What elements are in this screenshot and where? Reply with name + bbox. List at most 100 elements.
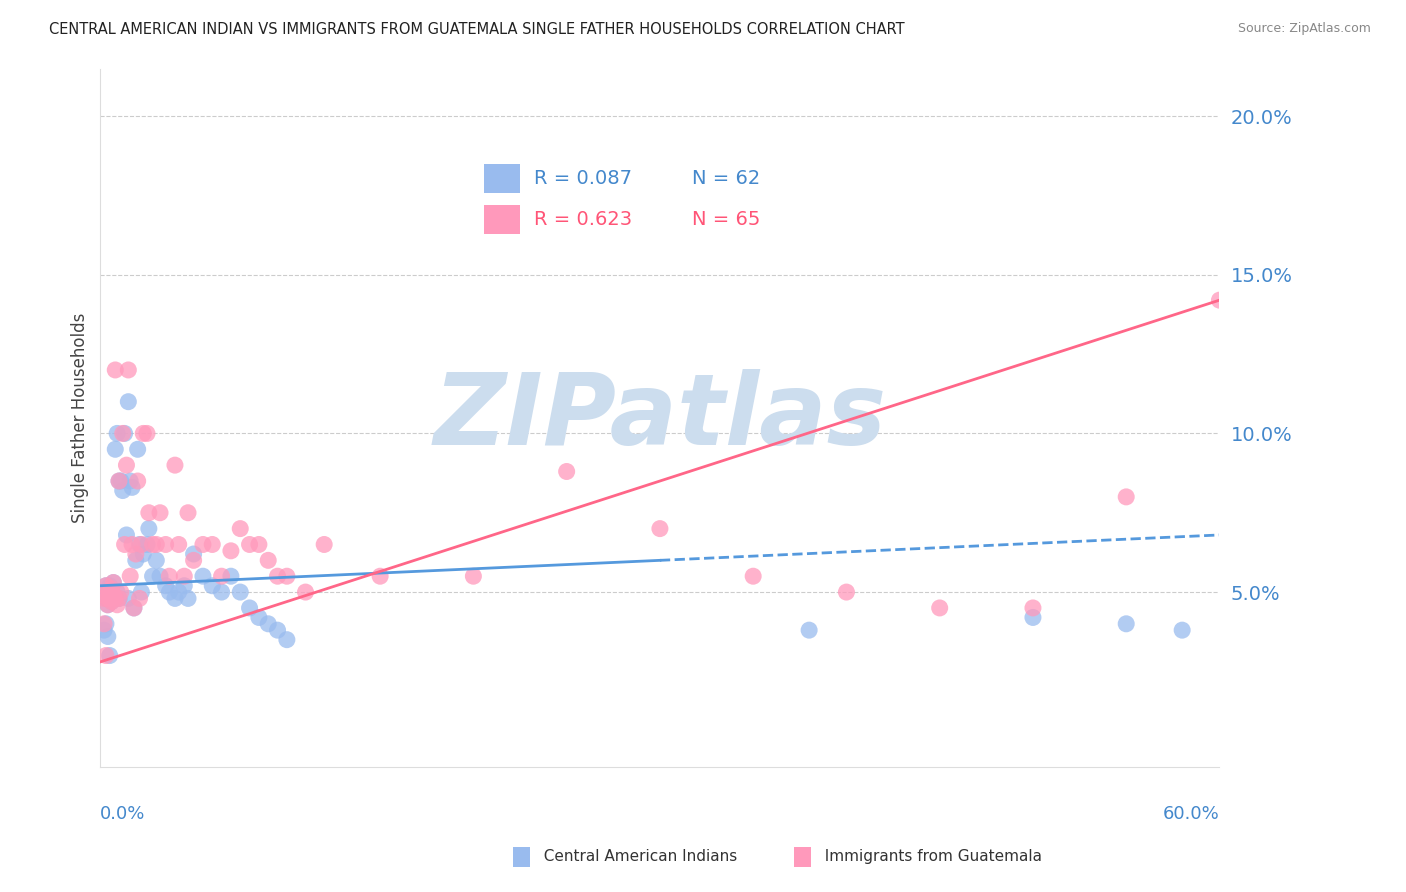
Point: [127, 474, 149, 488]
Point: [94, 579, 117, 593]
Point: [122, 601, 145, 615]
Text: ZIPatlas: ZIPatlas: [433, 369, 886, 466]
Point: [104, 363, 127, 377]
Point: [93, 591, 115, 606]
Point: [105, 585, 128, 599]
Point: [835, 585, 858, 599]
Point: [100, 594, 122, 608]
Point: [100, 594, 122, 608]
Point: [163, 591, 186, 606]
Point: [94, 585, 117, 599]
Text: 0.0%: 0.0%: [100, 805, 146, 823]
Point: [131, 537, 153, 551]
Point: [201, 579, 224, 593]
Point: [797, 623, 820, 637]
Point: [108, 591, 131, 606]
Point: [183, 547, 205, 561]
Point: [1022, 610, 1045, 624]
Point: [128, 591, 150, 606]
Point: [247, 610, 270, 624]
Point: [104, 442, 127, 457]
Point: [138, 506, 160, 520]
Point: [257, 553, 280, 567]
Point: [211, 585, 233, 599]
Point: [1022, 601, 1045, 615]
Point: [149, 569, 172, 583]
Point: [145, 553, 167, 567]
Point: [145, 537, 167, 551]
Point: [110, 474, 132, 488]
Point: [183, 553, 205, 567]
Point: [239, 601, 262, 615]
Point: [211, 569, 233, 583]
Point: [94, 616, 117, 631]
Point: [219, 569, 242, 583]
Point: [742, 569, 765, 583]
Point: [136, 537, 159, 551]
Point: [167, 537, 190, 551]
Point: [97, 630, 120, 644]
Point: [368, 569, 391, 583]
Point: [110, 585, 132, 599]
Point: [201, 537, 224, 551]
Point: [1171, 623, 1194, 637]
Point: [155, 537, 177, 551]
Point: [928, 601, 950, 615]
Point: [1115, 490, 1137, 504]
Point: [104, 591, 127, 606]
Point: [191, 569, 214, 583]
Point: [103, 588, 125, 602]
Point: [132, 426, 155, 441]
Point: [108, 591, 131, 606]
Point: [105, 426, 128, 441]
Point: [131, 585, 153, 599]
Point: [157, 569, 180, 583]
Point: [98, 591, 121, 606]
Point: [122, 601, 145, 615]
Text: 60.0%: 60.0%: [1163, 805, 1219, 823]
Point: [266, 569, 288, 583]
Point: [173, 579, 195, 593]
Point: [163, 458, 186, 472]
Point: [149, 506, 172, 520]
Point: [142, 537, 165, 551]
Point: [257, 616, 280, 631]
Point: [167, 585, 190, 599]
Point: [127, 442, 149, 457]
Point: [276, 632, 298, 647]
Text: CENTRAL AMERICAN INDIAN VS IMMIGRANTS FROM GUATEMALA SINGLE FATHER HOUSEHOLDS CO: CENTRAL AMERICAN INDIAN VS IMMIGRANTS FR…: [49, 22, 905, 37]
Point: [247, 537, 270, 551]
Point: [103, 588, 125, 602]
Point: [98, 579, 121, 593]
Point: [94, 591, 117, 606]
Point: [229, 522, 252, 536]
Point: [93, 585, 115, 599]
Point: [157, 585, 180, 599]
Point: [117, 591, 139, 606]
Point: [97, 585, 120, 599]
Point: [219, 544, 242, 558]
Point: [98, 648, 121, 663]
Point: [93, 623, 115, 637]
Point: [100, 582, 122, 596]
Point: [239, 537, 262, 551]
Point: [111, 426, 134, 441]
Point: [94, 579, 117, 593]
Point: [138, 522, 160, 536]
Point: [97, 598, 120, 612]
Point: [136, 426, 159, 441]
Point: [98, 585, 121, 599]
Point: [1208, 293, 1230, 307]
Text: Immigrants from Guatemala: Immigrants from Guatemala: [815, 849, 1042, 863]
Point: [97, 591, 120, 606]
Point: [104, 591, 127, 606]
Point: [191, 537, 214, 551]
Text: Central American Indians: Central American Indians: [534, 849, 738, 863]
Point: [111, 483, 134, 498]
Point: [98, 585, 121, 599]
Point: [121, 480, 143, 494]
Point: [155, 579, 177, 593]
Point: [463, 569, 485, 583]
Point: [276, 569, 298, 583]
Point: [114, 537, 136, 551]
